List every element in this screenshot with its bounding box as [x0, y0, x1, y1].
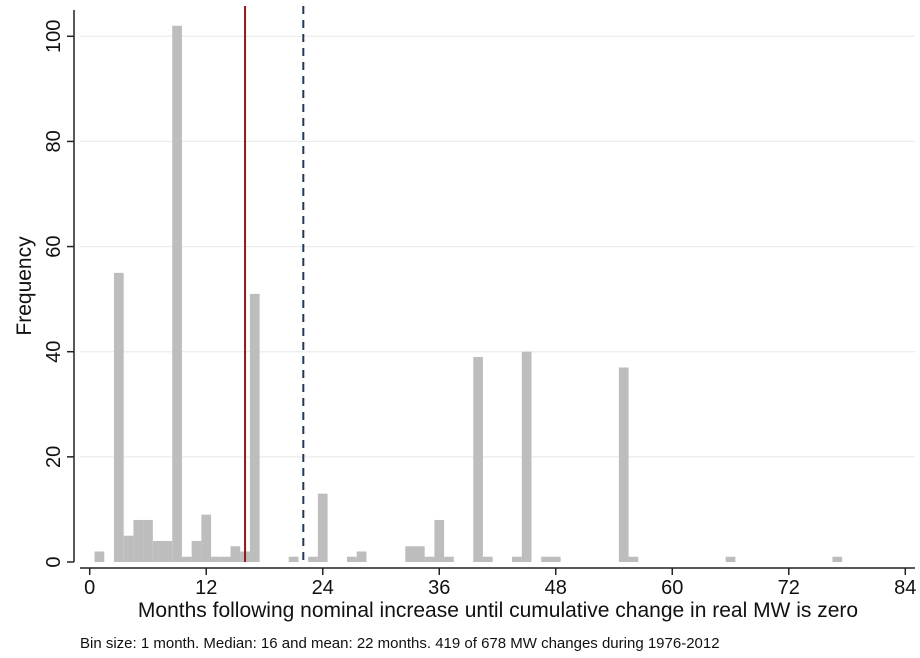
bar-month-34: [414, 546, 425, 562]
bar-month-4: [123, 535, 134, 562]
bar-month-13: [211, 556, 221, 562]
bar-month-45: [521, 351, 532, 562]
x-axis-title: Months following nominal increase until …: [138, 599, 858, 622]
bar-month-37: [444, 556, 454, 562]
bar-month-56: [628, 556, 639, 562]
bar-month-28: [356, 551, 367, 562]
bar-month-66: [725, 556, 736, 562]
y-tick-label-100: 100: [43, 20, 65, 53]
bar-month-24: [317, 493, 328, 562]
bar-month-5: [133, 519, 144, 562]
y-tick-label-20: 20: [43, 446, 65, 468]
bar-month-3: [113, 272, 124, 562]
bar-month-11: [191, 540, 202, 562]
bar-month-44: [512, 556, 522, 562]
y-axis-title: Frequency: [13, 236, 36, 336]
bar-month-33: [405, 546, 415, 562]
y-tick-label-60: 60: [43, 235, 65, 257]
chart-note: Bin size: 1 month. Median: 16 and mean: …: [80, 635, 720, 652]
x-tick-label-24: 24: [312, 577, 334, 599]
bar-month-36: [434, 519, 445, 562]
bar-month-21: [288, 556, 299, 562]
x-tick-label-84: 84: [894, 577, 916, 599]
y-tick-label-40: 40: [43, 341, 65, 363]
bar-month-14: [220, 556, 231, 562]
x-tick-label-48: 48: [545, 577, 567, 599]
reference-lines: [244, 6, 305, 562]
y-tick-label-80: 80: [43, 130, 65, 152]
gridlines: [80, 35, 915, 458]
bar-month-7: [152, 540, 163, 562]
bar-month-15: [230, 546, 241, 562]
bar-month-9: [172, 25, 182, 563]
x-tick-label-12: 12: [195, 577, 217, 599]
y-ticks: 0 20 40 60 80 100: [43, 20, 74, 568]
bar-month-23: [308, 556, 318, 562]
x-tick-label-60: 60: [661, 577, 683, 599]
bar-month-40: [473, 356, 483, 562]
bar-month-47: [541, 556, 551, 562]
bar-month-27: [347, 556, 357, 562]
y-tick-label-0: 0: [43, 556, 65, 567]
x-tick-label-72: 72: [778, 577, 800, 599]
bars: [94, 25, 843, 563]
bar-month-1: [94, 551, 105, 562]
bar-month-77: [832, 556, 843, 562]
bar-month-41: [482, 556, 493, 562]
bar-month-35: [424, 556, 435, 562]
x-ticks: 0 12 24 36 48 60 72 84: [84, 568, 916, 599]
axes: [73, 10, 915, 569]
bar-month-10: [181, 556, 192, 562]
bar-month-12: [201, 514, 212, 562]
x-tick-label-36: 36: [428, 577, 450, 599]
bar-month-6: [143, 519, 153, 562]
bar-month-55: [618, 367, 629, 562]
bar-month-48: [550, 556, 561, 562]
x-tick-label-0: 0: [84, 577, 95, 599]
bar-month-8: [162, 540, 173, 562]
bar-month-17: [249, 293, 260, 562]
